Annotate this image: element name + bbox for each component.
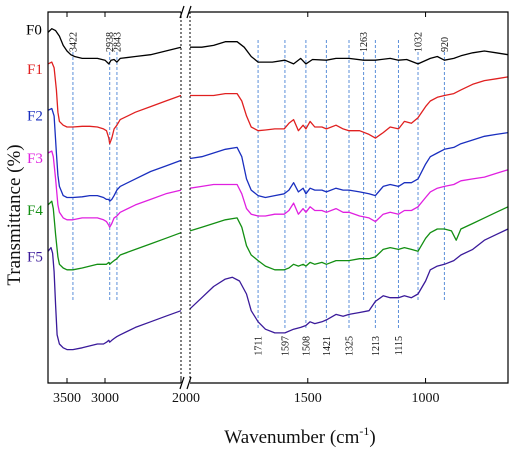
series-label-f1: F1 (27, 62, 43, 78)
series-line-f5-right (189, 228, 509, 334)
series-label-f4: F4 (27, 203, 43, 219)
x-tick-label-left-3000: 3000 (91, 391, 119, 406)
series-line-f0-right (190, 41, 509, 65)
peak-label-1325: 1325 (345, 336, 356, 356)
break-mark-b-0 (186, 5, 192, 19)
series-line-f2-right (189, 131, 509, 199)
peak-label-1421: 1421 (322, 336, 333, 356)
series-labels: F0 F1 F2 F3 F4 F5 (26, 22, 43, 265)
peak-label-2938: 2938 (105, 32, 116, 52)
peak-label-1032: 1032 (414, 32, 425, 52)
series-label-f5: F5 (27, 249, 43, 265)
x-axis-label-superscript: -1 (359, 424, 369, 438)
series-label-f3: F3 (27, 151, 43, 167)
series-line-f3-left (47, 150, 182, 228)
x-axis-label-main: Wavenumber (cm (224, 427, 359, 448)
left-panel-frame (47, 11, 181, 384)
peak-label-3422: 3422 (68, 32, 79, 52)
right-panel-frame (190, 11, 509, 384)
peak-label-1711: 1711 (254, 336, 265, 356)
x-tick-label-right-1500: 1500 (294, 391, 322, 406)
break-mark-b-1 (186, 376, 192, 390)
y-axis-label: Transmittance (%) (4, 144, 25, 285)
series-line-f1-left (47, 61, 182, 145)
x-ticks: 3500 3000 2000 1500 1000 (53, 12, 440, 406)
series-line-f4-left (47, 200, 182, 271)
series-line-f2-left (47, 107, 182, 202)
peak-label-920: 920 (440, 37, 451, 52)
x-tick-label-right-1000: 1000 (412, 391, 440, 406)
peak-label-1263: 1263 (359, 32, 370, 52)
peak-label-1115: 1115 (394, 336, 405, 355)
series-label-f2: F2 (27, 108, 43, 124)
peak-label-1213: 1213 (371, 336, 382, 356)
x-tick-label-left-2000: 2000 (172, 391, 200, 406)
spectra (47, 28, 509, 351)
series-line-f5-left (47, 246, 182, 351)
series-line-f4-right (189, 206, 509, 271)
series-line-f3-right (189, 169, 509, 223)
peak-label-1597: 1597 (280, 336, 291, 356)
peak-label-2843: 2843 (112, 32, 123, 52)
break-mark-a-1 (179, 376, 185, 390)
x-axis-label: Wavenumber (cm-1) (224, 424, 375, 448)
peak-label-1508: 1508 (301, 336, 312, 356)
axes-frame (47, 5, 509, 390)
x-axis-label-close: ) (369, 427, 375, 448)
series-line-f1-right (190, 76, 509, 139)
series-label-f0: F0 (26, 22, 42, 38)
x-tick-label-left-3500: 3500 (53, 391, 81, 406)
series-line-f0-left (47, 28, 182, 65)
